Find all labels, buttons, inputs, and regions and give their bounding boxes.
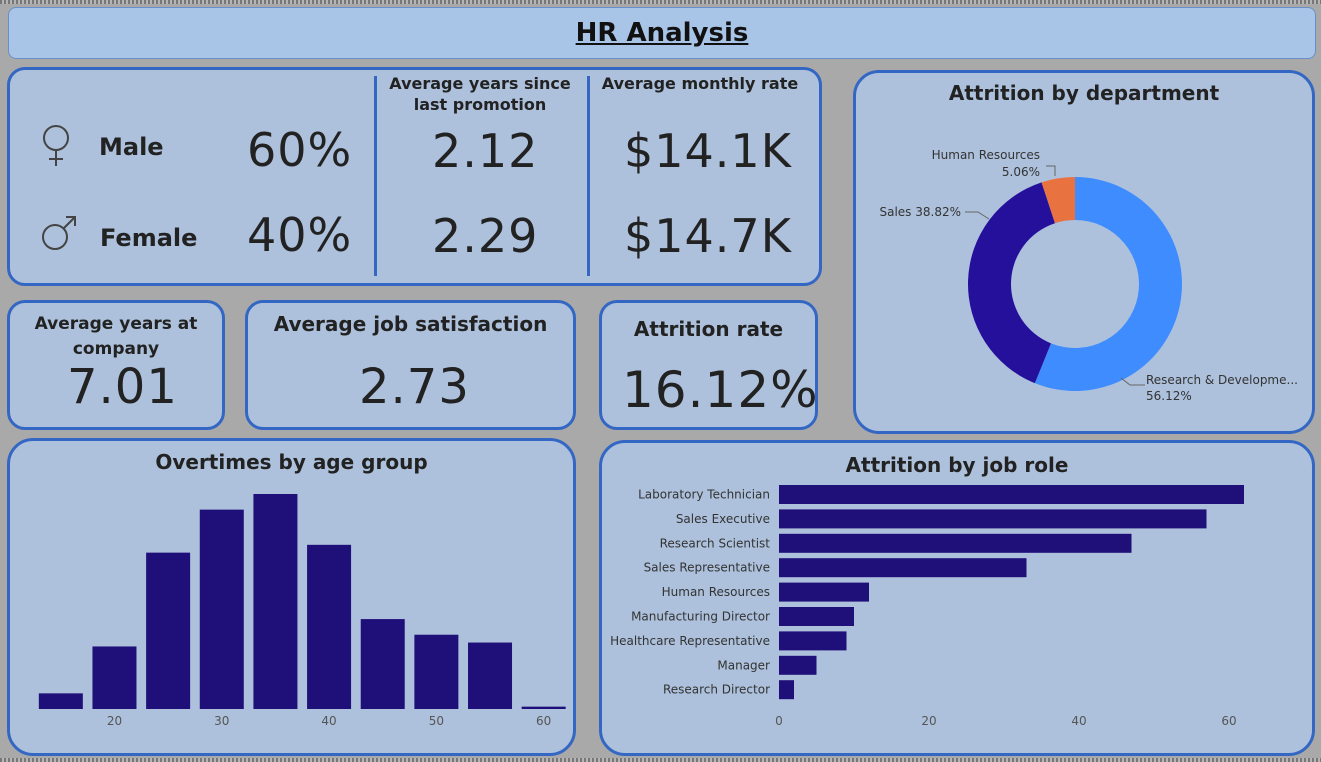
role-label: Sales Executive [676,512,770,526]
role-bar[interactable] [779,533,1132,553]
role-label: Manufacturing Director [631,610,770,624]
donut-label-rd: Research & Developme... [1146,373,1298,387]
donut-value-hr: 5.06% [1002,165,1040,179]
role-bar[interactable] [779,485,1244,504]
years-at-company-value: 7.01 [67,359,178,415]
age-group-chart-title: Overtimes by age group [155,450,428,474]
divider [587,76,590,276]
x-tick-label: 50 [429,714,444,728]
divider [374,76,377,276]
age-group-bar[interactable] [307,544,352,709]
x-tick-label: 40 [321,714,336,728]
mars-symbol-icon [42,216,76,250]
male-promotion-value: 2.12 [432,124,539,178]
male-monthly-rate-value: $14.1K [624,124,792,178]
x-tick-label: 30 [214,714,229,728]
role-label: Sales Representative [644,561,770,575]
role-bar[interactable] [779,655,817,675]
leader-line [1046,165,1056,176]
x-tick-label: 0 [775,714,783,728]
age-group-bar-chart: 20 30 40 50 60 [38,494,566,728]
female-monthly-rate-value: $14.7K [624,209,792,263]
age-group-bar[interactable] [468,642,513,709]
male-percentage: 60% [247,123,353,177]
donut-value-rd: 56.12% [1146,389,1192,403]
job-satisfaction-label: Average job satisfaction [273,312,548,336]
page-title: HR Analysis [575,18,749,48]
monthly-rate-label: Average monthly rate [601,74,799,93]
header-banner: HR Analysis [8,7,1316,59]
department-chart-title: Attrition by department [948,81,1220,105]
age-group-bar[interactable] [253,494,298,709]
leader-line [1120,377,1145,386]
female-percentage: 40% [247,208,353,262]
gender-summary-card: Male 60% Female 40% Average years since … [7,67,822,286]
x-tick-label: 60 [536,714,551,728]
role-label: Research Scientist [660,536,771,550]
role-bar[interactable] [779,558,1027,578]
x-tick-label: 20 [921,714,936,728]
leader-line [965,211,990,220]
bottom-frame-border [0,758,1321,762]
role-label: Manager [717,658,770,672]
job-satisfaction-card: Average job satisfaction 2.73 [245,300,576,430]
years-at-company-card: Average years at company 7.01 [7,300,225,430]
age-group-bar[interactable] [146,552,191,709]
role-bar[interactable] [779,607,854,626]
x-tick-label: 60 [1221,714,1236,728]
age-group-bar[interactable] [414,634,459,709]
promotion-label: Average years since last promotion [389,74,571,114]
role-bar[interactable] [779,509,1207,529]
job-satisfaction-value: 2.73 [359,359,470,415]
age-group-bar[interactable] [38,693,83,709]
age-group-bar[interactable] [92,646,137,709]
role-label: Human Resources [662,585,770,599]
age-group-bar[interactable] [360,619,405,709]
department-chart-card: Attrition by department Research & Devel… [853,70,1315,434]
female-label: Female [100,224,198,252]
role-bar[interactable] [779,582,869,602]
role-label: Research Director [663,683,770,697]
department-donut-chart: Research & Developme... 56.12% Sales 38.82… [879,148,1298,403]
years-at-company-label: Average years at company [34,314,198,359]
age-group-chart-card: Overtimes by age group 20 30 40 50 60 [7,438,576,756]
top-frame-border [0,0,1321,4]
role-bar[interactable] [779,631,847,651]
male-label: Male [99,133,164,161]
role-label: Healthcare Representative [610,634,770,648]
role-bar[interactable] [779,680,794,700]
donut-slice[interactable] [968,182,1055,384]
job-role-chart-card: Attrition by job role Laboratory Technic… [599,440,1315,756]
job-role-bar-chart: Laboratory Technician Sales Executive Rese… [610,485,1244,728]
donut-label-sales: Sales 38.82% [879,205,961,219]
female-promotion-value: 2.29 [432,209,539,263]
venus-symbol-icon [43,125,69,166]
donut-label-hr: Human Resources [932,148,1040,162]
age-group-bar[interactable] [199,509,244,709]
attrition-rate-value: 16.12% [622,361,819,419]
donut-slice[interactable] [1041,177,1075,224]
job-role-chart-title: Attrition by job role [845,453,1069,477]
attrition-rate-label: Attrition rate [633,317,784,341]
x-tick-label: 40 [1071,714,1086,728]
age-group-bar[interactable] [521,706,566,709]
attrition-rate-card: Attrition rate 16.12% [599,300,818,430]
x-tick-label: 20 [107,714,122,728]
role-label: Laboratory Technician [638,488,770,502]
donut-slice[interactable] [1034,177,1182,391]
